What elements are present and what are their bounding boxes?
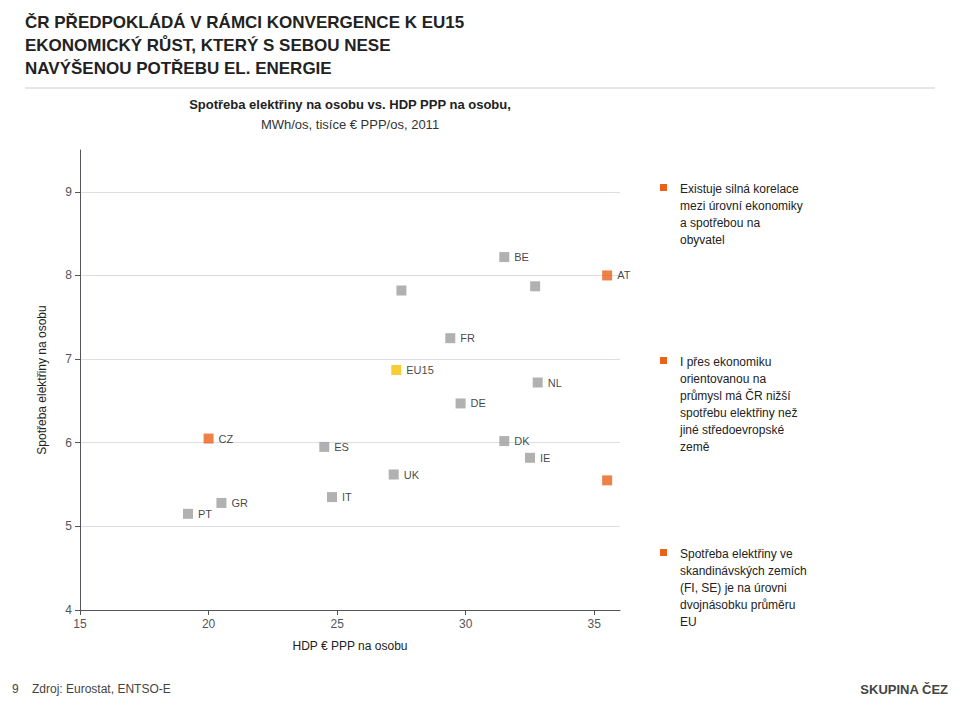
svg-text:EKONOMICKÝ RŮST, KTERÝ S SEBOU: EKONOMICKÝ RŮST, KTERÝ S SEBOU NESE bbox=[25, 35, 391, 55]
svg-text:30: 30 bbox=[459, 617, 473, 631]
svg-text:(FI, SE) je na úrovni: (FI, SE) je na úrovni bbox=[680, 581, 787, 595]
svg-text:HDP € PPP na osobu: HDP € PPP na osobu bbox=[293, 639, 408, 653]
svg-text:dvojnásobku průměru: dvojnásobku průměru bbox=[680, 598, 795, 612]
svg-text:5: 5 bbox=[65, 519, 72, 533]
svg-text:Spotřeba elektřiny na osobu vs: Spotřeba elektřiny na osobu vs. HDP PPP … bbox=[189, 97, 511, 112]
svg-text:25: 25 bbox=[330, 617, 344, 631]
svg-text:UK: UK bbox=[404, 469, 420, 481]
svg-text:FR: FR bbox=[460, 332, 475, 344]
svg-text:I přes ekonomiku: I přes ekonomiku bbox=[680, 355, 771, 369]
svg-text:země: země bbox=[680, 440, 710, 454]
svg-text:4: 4 bbox=[65, 603, 72, 617]
svg-text:a spotřebou na: a spotřebou na bbox=[680, 216, 760, 230]
svg-text:MWh/os, tisíce € PPP/os, 2011: MWh/os, tisíce € PPP/os, 2011 bbox=[261, 117, 439, 132]
svg-text:6: 6 bbox=[65, 436, 72, 450]
svg-text:skandinávských zemích: skandinávských zemích bbox=[680, 564, 807, 578]
svg-text:EU: EU bbox=[680, 615, 697, 629]
svg-text:DE: DE bbox=[471, 397, 486, 409]
svg-text:15: 15 bbox=[73, 617, 87, 631]
svg-text:Spotřeba elektřiny na osobu: Spotřeba elektřiny na osobu bbox=[35, 305, 49, 454]
svg-text:jiné středoevropské: jiné středoevropské bbox=[679, 423, 784, 437]
svg-text:ČR PŘEDPOKLÁDÁ V RÁMCI KONVERG: ČR PŘEDPOKLÁDÁ V RÁMCI KONVERGENCE K EU1… bbox=[25, 13, 464, 32]
svg-text:35: 35 bbox=[588, 617, 602, 631]
svg-text:AT: AT bbox=[617, 269, 631, 281]
svg-text:SKUPINA ČEZ: SKUPINA ČEZ bbox=[860, 682, 948, 697]
svg-text:obyvatel: obyvatel bbox=[680, 233, 725, 247]
svg-text:IT: IT bbox=[342, 491, 352, 503]
svg-text:IE: IE bbox=[540, 452, 550, 464]
svg-text:BE: BE bbox=[514, 251, 529, 263]
svg-text:PT: PT bbox=[198, 508, 212, 520]
svg-text:DK: DK bbox=[514, 435, 530, 447]
svg-text:8: 8 bbox=[65, 268, 72, 282]
svg-text:orientovanou na: orientovanou na bbox=[680, 372, 766, 386]
svg-text:CZ: CZ bbox=[219, 433, 234, 445]
svg-text:NL: NL bbox=[548, 377, 562, 389]
svg-text:GR: GR bbox=[231, 497, 248, 509]
svg-text:spotřebu elektřiny než: spotřebu elektřiny než bbox=[680, 406, 797, 420]
svg-text:Existuje silná korelace: Existuje silná korelace bbox=[680, 182, 799, 196]
svg-text:7: 7 bbox=[65, 352, 72, 366]
svg-text:Spotřeba elektřiny ve: Spotřeba elektřiny ve bbox=[680, 547, 793, 561]
svg-text:20: 20 bbox=[202, 617, 216, 631]
svg-text:ES: ES bbox=[334, 441, 349, 453]
svg-text:EU15: EU15 bbox=[406, 364, 434, 376]
svg-text:NAVÝŠENOU POTŘEBU EL. ENERGIE: NAVÝŠENOU POTŘEBU EL. ENERGIE bbox=[25, 59, 332, 78]
svg-text:9: 9 bbox=[65, 185, 72, 199]
svg-text:mezi úrovní ekonomiky: mezi úrovní ekonomiky bbox=[680, 199, 803, 213]
svg-text:9 Zdroj: Eurostat, ENTSO-E: 9 Zdroj: Eurostat, ENTSO-E bbox=[12, 682, 171, 696]
svg-text:průmysl má ČR nižší: průmysl má ČR nižší bbox=[680, 388, 791, 403]
